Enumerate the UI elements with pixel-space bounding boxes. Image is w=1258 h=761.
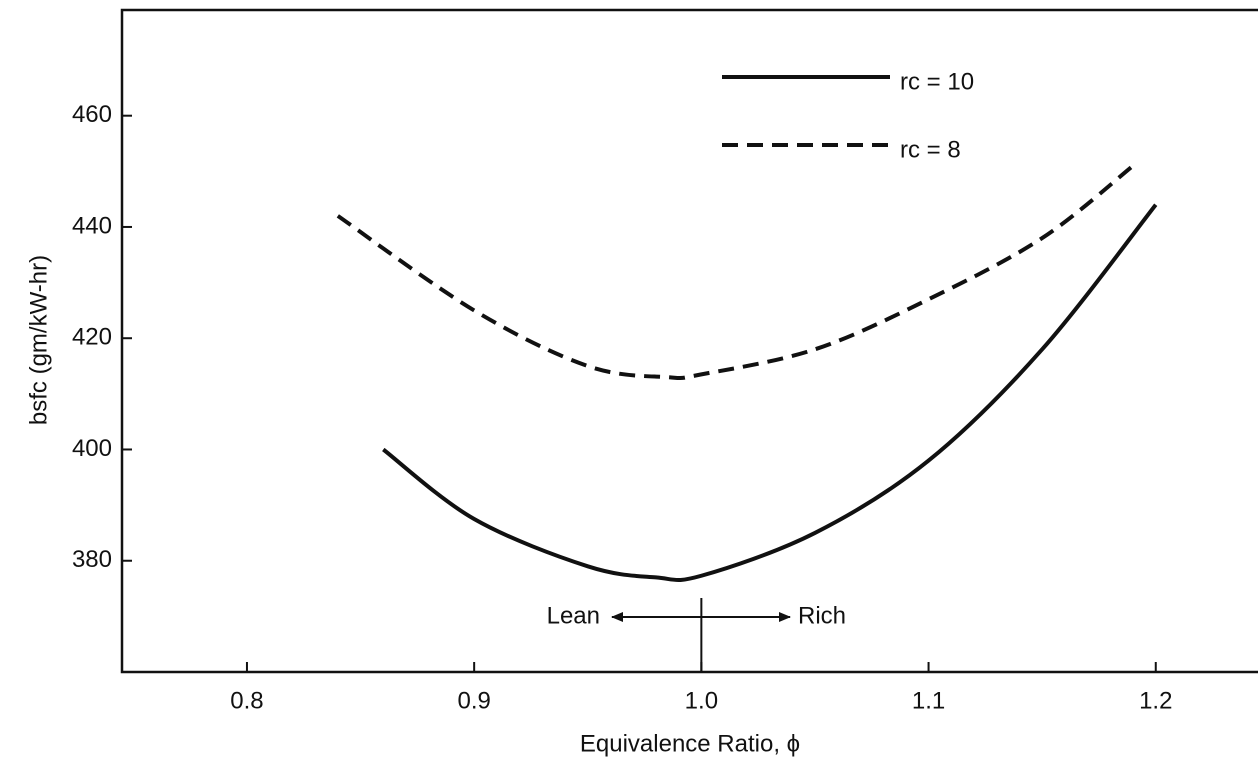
x-tick-label: 0.9 [457,687,490,714]
x-tick-label: 1.1 [912,687,945,714]
legend-label: rc = 10 [900,68,974,95]
annotation: Rich [798,602,846,629]
x-tick-label: 1.2 [1139,687,1172,714]
y-tick-label: 440 [72,212,112,239]
series-line [382,203,1158,582]
y-tick-label: 400 [72,435,112,462]
series-line [336,164,1135,381]
y-tick-label: 420 [72,324,112,351]
x-axis-label: Equivalence Ratio, ϕ [580,730,800,757]
x-tick-label: 1.0 [685,687,718,714]
annotation: Lean [547,602,600,629]
y-axis-label: bsfc (gm/kW-hr) [25,255,52,425]
axis-frame [120,8,1258,674]
x-tick-label: 0.8 [230,687,263,714]
y-tick-label: 380 [72,546,112,573]
y-tick-label: 460 [72,101,112,128]
legend-label: rc = 8 [900,136,961,163]
